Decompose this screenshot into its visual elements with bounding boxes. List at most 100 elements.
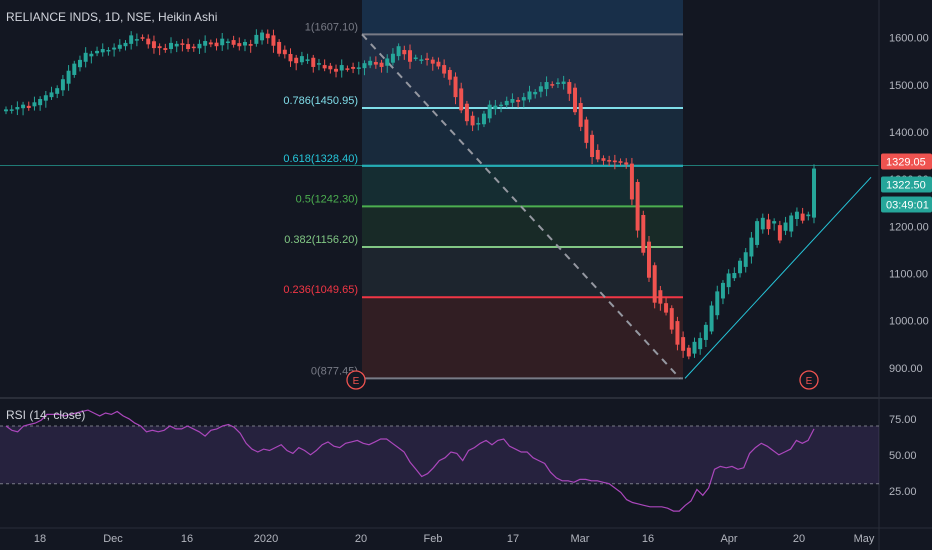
candle-body xyxy=(191,46,196,49)
candle-body xyxy=(9,109,14,111)
candle-body xyxy=(601,158,606,161)
candle-body xyxy=(481,113,486,125)
candle-body xyxy=(766,219,771,230)
candle-body xyxy=(681,337,686,351)
earnings-marker[interactable] xyxy=(799,370,819,390)
rsi-tick-label: 75.00 xyxy=(889,414,917,426)
candle-body xyxy=(368,60,373,66)
candle-body xyxy=(83,52,88,62)
price-tick-label: 1200.00 xyxy=(889,221,929,233)
price-tick-label: 1400.00 xyxy=(889,127,929,139)
candle-body xyxy=(516,99,521,102)
earnings-marker[interactable] xyxy=(346,370,366,390)
candle-body xyxy=(749,237,754,257)
candle-body xyxy=(629,163,634,200)
candle-body xyxy=(709,305,714,332)
candle-body xyxy=(106,49,111,52)
rsi-tick-label: 25.00 xyxy=(889,486,917,498)
time-tick-label: 20 xyxy=(355,533,367,545)
trendline[interactable] xyxy=(684,176,872,379)
candle-body xyxy=(641,215,646,253)
candle-body xyxy=(339,65,344,71)
candle-body xyxy=(538,86,543,92)
time-tick-label: Mar xyxy=(571,533,590,545)
price-tick-label: 1000.00 xyxy=(889,316,929,328)
candle-body xyxy=(544,82,549,90)
candle-body xyxy=(794,211,799,220)
rsi-title: RSI (14, close) xyxy=(6,408,85,422)
candle-body xyxy=(112,47,117,50)
candle-body xyxy=(95,50,100,54)
candle-body xyxy=(288,53,293,62)
time-tick-label: 17 xyxy=(507,533,519,545)
candle-body xyxy=(43,95,48,101)
time-axis[interactable]: 18 Dec 16 2020 20 Feb 17 Mar 16 Apr 20 May xyxy=(34,533,875,545)
candle-body xyxy=(493,105,498,110)
candle-body xyxy=(362,63,367,69)
time-tick-label: Apr xyxy=(720,533,737,545)
candle-body xyxy=(49,92,54,98)
price-tick-label: 1100.00 xyxy=(889,268,928,280)
candle-body xyxy=(396,46,401,57)
candle-body xyxy=(646,241,651,278)
fib-level-label: 0.382(1156.20) xyxy=(284,234,358,246)
candle-body xyxy=(265,33,270,39)
candle-body xyxy=(282,49,287,55)
candle-body xyxy=(356,67,361,69)
fib-level-label: 0.236(1049.65) xyxy=(283,284,358,296)
candle-body xyxy=(402,49,407,55)
candle-body xyxy=(743,252,748,267)
candle-body xyxy=(66,70,71,84)
candle-body xyxy=(72,63,77,75)
candle-body xyxy=(328,65,333,70)
candle-body xyxy=(316,63,321,65)
candle-body xyxy=(100,49,105,53)
rsi-tick-label: 50.00 xyxy=(889,450,917,462)
earnings-marker-label: E xyxy=(353,376,360,387)
candle-body xyxy=(186,44,191,50)
rsi-pane[interactable]: 25.00 50.00 75.00 xyxy=(0,409,917,512)
time-tick-label: May xyxy=(854,533,875,545)
candle-body xyxy=(220,38,225,46)
candle-body xyxy=(698,338,703,350)
fib-zone xyxy=(362,246,683,298)
candle-body xyxy=(578,103,583,127)
candle-body xyxy=(732,272,737,279)
candle-body xyxy=(436,61,441,67)
close-price-label: 1322.50 xyxy=(886,180,926,192)
fibonacci-retracement[interactable]: 1(1607.10) 0.786(1450.95) 0.618(1328.40) 0.… xyxy=(283,0,683,380)
candle-body xyxy=(225,41,230,43)
candle-body xyxy=(595,149,600,160)
fib-level-label: 0.618(1328.40) xyxy=(283,153,358,165)
fib-zone xyxy=(362,165,683,207)
candle-body xyxy=(618,161,623,163)
candle-body xyxy=(789,215,794,232)
candle-body xyxy=(624,162,629,165)
candle-body xyxy=(21,104,26,109)
candle-body xyxy=(806,214,811,217)
candle-body xyxy=(573,87,578,113)
candle-body xyxy=(146,38,151,45)
candle-body xyxy=(527,91,532,100)
candle-body xyxy=(260,32,265,41)
candle-body xyxy=(510,99,515,103)
fib-zone-top xyxy=(362,0,683,35)
candle-body xyxy=(561,81,566,84)
candle-body xyxy=(373,62,378,65)
candle-body xyxy=(430,59,435,64)
drawing-tools[interactable] xyxy=(684,176,872,379)
candle-body xyxy=(658,290,663,304)
candle-body xyxy=(15,107,20,110)
candle-body xyxy=(89,53,94,57)
fib-trend-connector[interactable] xyxy=(361,33,681,380)
price-axis[interactable]: 900.001000.001100.001200.001300.001400.0… xyxy=(881,33,932,375)
candle-body xyxy=(504,100,509,106)
time-tick-label: 2020 xyxy=(254,533,278,545)
close-price-label-bg xyxy=(881,176,932,193)
candle-body xyxy=(533,91,538,95)
candle-body xyxy=(442,65,447,74)
